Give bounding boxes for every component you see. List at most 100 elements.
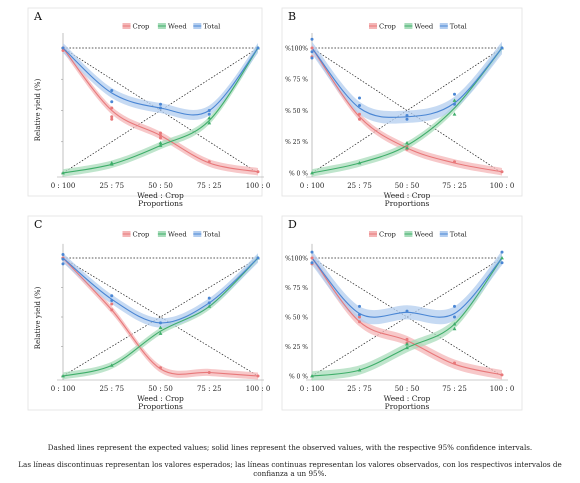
total-point bbox=[159, 321, 162, 325]
total-point bbox=[207, 109, 211, 112]
y-tick-label: % 50 % bbox=[285, 314, 308, 321]
legend-label-total: Total bbox=[203, 23, 220, 31]
crop-point bbox=[110, 302, 114, 306]
crop-point bbox=[110, 308, 114, 312]
x-axis-label: Weed : Crop bbox=[137, 191, 184, 200]
total-point bbox=[310, 250, 314, 254]
crop-point bbox=[207, 160, 211, 164]
x-axis-label: Weed : Crop bbox=[384, 191, 431, 200]
y-axis-label: Relative yield (%) bbox=[34, 78, 42, 141]
x-axis-label-2: Proportions bbox=[385, 402, 430, 411]
total-point bbox=[207, 296, 211, 300]
x-tick-label: 100 : 0 bbox=[246, 385, 271, 393]
total-point bbox=[453, 315, 456, 319]
total-point bbox=[61, 46, 65, 50]
x-axis-label: Weed : Crop bbox=[384, 394, 431, 403]
crop-point bbox=[61, 49, 65, 52]
weed-point bbox=[109, 363, 114, 367]
legend-label-weed: Weed bbox=[414, 23, 433, 31]
x-tick-label: 100 : 0 bbox=[246, 182, 271, 190]
legend-label-weed: Weed bbox=[168, 231, 187, 239]
total-point bbox=[256, 256, 260, 260]
crop-point bbox=[405, 337, 409, 341]
weed-point bbox=[207, 304, 212, 308]
y-tick-label: % 0 % bbox=[289, 170, 308, 177]
total-point bbox=[110, 100, 114, 104]
x-tick-label: 100 : 0 bbox=[490, 385, 515, 393]
total-point bbox=[310, 261, 314, 265]
legend-label-weed: Weed bbox=[414, 231, 433, 239]
x-axis-label-2: Proportions bbox=[385, 199, 430, 208]
weed-confidence-band bbox=[312, 253, 502, 381]
x-tick-label: 0 : 100 bbox=[51, 385, 76, 393]
total-point bbox=[405, 117, 409, 121]
x-tick-label: 100 : 0 bbox=[490, 182, 515, 190]
total-point bbox=[61, 252, 65, 256]
total-point bbox=[358, 313, 361, 317]
total-point bbox=[310, 56, 314, 60]
y-tick-label: % 25 % bbox=[285, 344, 308, 351]
weed-point bbox=[357, 368, 362, 372]
legend-label-crop: Crop bbox=[379, 23, 397, 31]
x-tick-label: 0 : 100 bbox=[51, 182, 76, 190]
y-tick-label: % 75 % bbox=[285, 77, 308, 84]
x-tick-label: 50 : 50 bbox=[148, 182, 173, 190]
x-tick-label: 75 : 25 bbox=[442, 385, 467, 393]
crop-point bbox=[358, 315, 361, 319]
crop-point bbox=[358, 320, 361, 324]
crop-point bbox=[453, 361, 456, 365]
weed-point bbox=[357, 161, 362, 165]
legend-label-crop: Crop bbox=[379, 231, 397, 239]
figure: A Relative yield (%) 0 : 100 25 : 75 50 : 50… bbox=[27, 7, 523, 411]
crop-point bbox=[358, 117, 361, 121]
total-point bbox=[61, 262, 65, 266]
x-tick-label: 75 : 25 bbox=[197, 182, 222, 190]
weed-confidence-band bbox=[63, 44, 258, 177]
weed-point bbox=[452, 98, 457, 102]
crop-point bbox=[110, 117, 114, 121]
weed-point bbox=[158, 143, 163, 147]
weed-point bbox=[405, 342, 409, 346]
weed-point bbox=[207, 116, 212, 120]
crop-point bbox=[207, 370, 211, 374]
y-axis-label: Relative yield (%) bbox=[34, 286, 42, 349]
y-tick-label: % 50 % bbox=[285, 108, 308, 115]
x-tick-label: 25 : 75 bbox=[99, 182, 124, 190]
legend: Crop Weed Total bbox=[369, 23, 467, 31]
x-tick-label: 25 : 75 bbox=[99, 385, 124, 393]
total-point bbox=[310, 37, 314, 41]
legend-label-crop: Crop bbox=[133, 23, 151, 31]
weed-point bbox=[405, 345, 409, 350]
total-point bbox=[207, 301, 211, 305]
total-point bbox=[110, 294, 114, 298]
total-point bbox=[453, 304, 456, 308]
panel-a: A Relative yield (%) 0 : 100 25 : 75 50 : 50… bbox=[27, 7, 271, 208]
x-tick-label: 50 : 50 bbox=[395, 182, 420, 190]
weed-point bbox=[405, 141, 409, 145]
panel-letter: A bbox=[33, 10, 43, 23]
weed-point bbox=[61, 171, 65, 175]
panel-letter: C bbox=[34, 218, 42, 231]
weed-point bbox=[158, 141, 163, 145]
panel-c: C Relative yield (%) 0 : 100 25 : 75 50 : 50… bbox=[27, 215, 271, 411]
weed-point bbox=[452, 112, 457, 116]
crop-point bbox=[159, 366, 162, 370]
weed-point bbox=[310, 171, 314, 175]
x-tick-label: 50 : 50 bbox=[148, 385, 173, 393]
total-point bbox=[159, 102, 162, 106]
x-tick-label: 75 : 25 bbox=[442, 182, 467, 190]
crop-point bbox=[159, 136, 162, 140]
total-point bbox=[110, 89, 114, 92]
crop-point bbox=[358, 112, 361, 116]
weed-point bbox=[61, 374, 65, 378]
weed-point bbox=[158, 325, 163, 330]
legend: Crop Weed Total bbox=[122, 231, 220, 239]
crop-confidence-band bbox=[312, 253, 502, 380]
x-tick-label: 75 : 25 bbox=[197, 385, 222, 393]
total-point bbox=[310, 50, 314, 54]
x-axis-label-2: Proportions bbox=[138, 402, 183, 411]
expected-crop-line bbox=[311, 257, 503, 377]
legend-label-weed: Weed bbox=[168, 23, 187, 31]
total-point bbox=[500, 250, 504, 254]
legend-label-crop: Crop bbox=[133, 231, 151, 239]
